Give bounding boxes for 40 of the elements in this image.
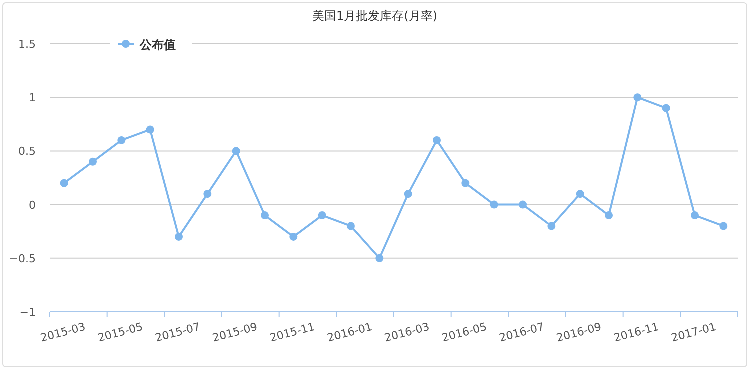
point	[490, 200, 498, 209]
point	[89, 158, 97, 166]
y-tick-label: −0.5	[9, 252, 36, 266]
y-tick-label: 1	[29, 92, 36, 105]
y-tick-label: 0	[29, 198, 36, 212]
point	[290, 232, 298, 241]
x-tick-label: 2015-03	[39, 320, 88, 345]
x-tick-label: 2016-01	[326, 320, 374, 345]
point	[548, 222, 556, 230]
point	[605, 212, 613, 220]
point	[376, 254, 384, 262]
point	[404, 190, 412, 198]
point	[576, 190, 584, 198]
point	[720, 222, 728, 230]
point	[634, 94, 642, 102]
x-tick-label: 2015-11	[268, 320, 316, 345]
point	[519, 200, 527, 209]
y-tick-label: −1	[20, 306, 36, 319]
point	[60, 179, 68, 188]
y-tick-label: 0.5	[18, 145, 36, 158]
legend-label: 公布值	[139, 38, 176, 52]
point	[433, 136, 441, 144]
point	[146, 126, 154, 134]
point	[662, 104, 670, 112]
point	[462, 179, 470, 188]
point	[118, 136, 126, 144]
chart-title: 美国1月批发库存(月率)	[312, 9, 438, 23]
point	[232, 147, 240, 156]
y-tick-label: 1.5	[18, 38, 36, 51]
point	[204, 190, 212, 198]
point	[318, 212, 326, 220]
point	[261, 212, 269, 220]
point	[691, 212, 699, 220]
x-tick-label: 2016-11	[612, 320, 660, 345]
x-tick-label: 2016-03	[383, 320, 432, 345]
point	[175, 232, 183, 241]
x-tick-label: 2016-09	[555, 320, 604, 345]
x-tick-label: 2015-09	[211, 320, 260, 345]
point	[347, 222, 355, 230]
x-tick-label: 2017-01	[670, 320, 718, 345]
